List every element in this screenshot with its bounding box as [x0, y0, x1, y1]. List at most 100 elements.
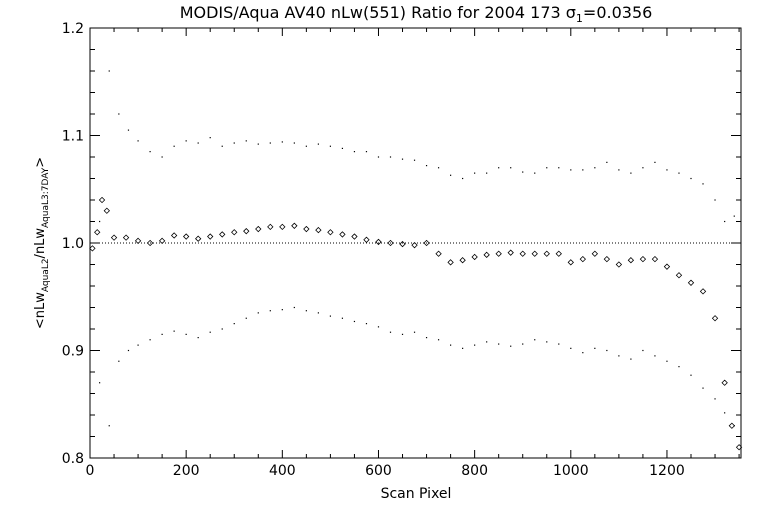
bound-point — [449, 174, 452, 176]
bound-point — [534, 172, 536, 174]
bound-point — [118, 113, 120, 115]
bound-point — [389, 331, 392, 333]
bound-point — [377, 156, 380, 158]
ratio-point — [651, 255, 659, 263]
bound-point — [413, 159, 416, 161]
bound-point — [570, 169, 572, 171]
bound-point — [99, 382, 101, 384]
bound-point — [233, 142, 235, 144]
chart-title-subscript: 1 — [576, 12, 583, 25]
bound-point — [510, 167, 512, 169]
bound-point — [173, 330, 175, 332]
bound-point — [377, 326, 380, 328]
bound-point — [582, 352, 584, 354]
ratio-point — [543, 250, 550, 257]
ratio-point — [735, 444, 743, 451]
bound-point — [522, 343, 524, 345]
y-axis-label-part-2: /nLw — [33, 228, 48, 259]
bound-point — [510, 345, 512, 347]
bound-point — [690, 374, 692, 376]
ratio-point — [89, 245, 96, 252]
bound-point — [630, 172, 632, 174]
bound-point — [486, 172, 488, 174]
bound-point — [137, 344, 139, 346]
series-mean-ratio — [89, 196, 743, 451]
bound-point — [522, 171, 524, 173]
bound-point — [724, 220, 726, 223]
ratio-point — [711, 315, 719, 322]
bound-point — [269, 310, 271, 312]
series-upper-bound — [99, 70, 735, 223]
ratio-point — [315, 226, 322, 234]
y-axis-label: <nLwAquaL2/nLwAquaL3:7DAY> — [33, 157, 51, 329]
ratio-point — [170, 232, 178, 239]
ratio-point — [255, 225, 262, 233]
y-tick-label: 1.0 — [62, 236, 84, 252]
bound-point — [582, 169, 584, 171]
bound-point — [118, 360, 120, 362]
ratio-point — [98, 196, 106, 204]
bound-point — [630, 358, 632, 360]
bound-point — [173, 145, 175, 147]
y-axis-label-part-1: AquaL2 — [41, 258, 51, 292]
bound-point — [462, 177, 464, 180]
x-tick-label: 800 — [461, 463, 488, 479]
bound-point — [702, 183, 704, 185]
ratio-point — [639, 255, 647, 263]
bound-point — [108, 425, 110, 427]
bound-point — [127, 349, 130, 352]
bound-point — [437, 167, 440, 169]
bound-point — [197, 142, 199, 144]
y-tick-label: 1.2 — [62, 21, 84, 37]
ratio-point — [279, 223, 286, 231]
bound-point — [654, 161, 656, 163]
bound-point — [558, 343, 560, 345]
series-lower-bound — [99, 306, 735, 427]
ratio-point — [375, 238, 382, 246]
bound-point — [305, 310, 307, 312]
ratio-point — [351, 233, 358, 240]
bound-point — [413, 331, 416, 333]
bound-point — [462, 347, 464, 349]
bound-point — [534, 339, 536, 341]
bound-point — [99, 220, 101, 223]
bound-point — [558, 167, 560, 169]
bound-point — [317, 143, 319, 145]
x-tick-label: 0 — [86, 463, 95, 479]
bound-point — [353, 151, 356, 153]
ratio-point — [471, 253, 478, 261]
chart-title-suffix: =0.0356 — [583, 3, 652, 22]
bound-point — [269, 142, 271, 144]
ratio-point — [423, 239, 430, 247]
ratio-point — [495, 250, 502, 257]
ratio-point — [687, 279, 695, 286]
bound-point — [137, 140, 139, 142]
ratio-point — [291, 222, 298, 229]
ratio-point — [507, 249, 514, 256]
ratio-point — [182, 233, 190, 240]
bound-point — [245, 140, 247, 142]
ratio-point — [399, 240, 406, 248]
ratio-point — [567, 259, 574, 266]
bound-point — [546, 167, 548, 169]
bound-point — [221, 145, 223, 147]
bound-point — [606, 161, 608, 163]
ratio-point — [267, 223, 274, 231]
bound-point — [594, 347, 596, 349]
data-series — [89, 70, 743, 451]
bound-point — [197, 337, 199, 339]
bound-point — [281, 309, 283, 311]
bound-point — [618, 355, 620, 357]
bound-point — [618, 169, 620, 171]
bound-point — [570, 347, 572, 349]
bound-point — [209, 137, 211, 139]
bound-point — [305, 145, 307, 147]
bound-point — [678, 172, 680, 174]
y-tick-label: 0.9 — [62, 344, 84, 360]
bound-point — [714, 398, 716, 400]
x-axis-label: Scan Pixel — [381, 486, 452, 502]
y-axis-label-part-0: <nLw — [33, 292, 48, 329]
ratio-point — [411, 241, 418, 249]
bound-point — [365, 323, 368, 325]
ratio-point — [110, 234, 118, 241]
